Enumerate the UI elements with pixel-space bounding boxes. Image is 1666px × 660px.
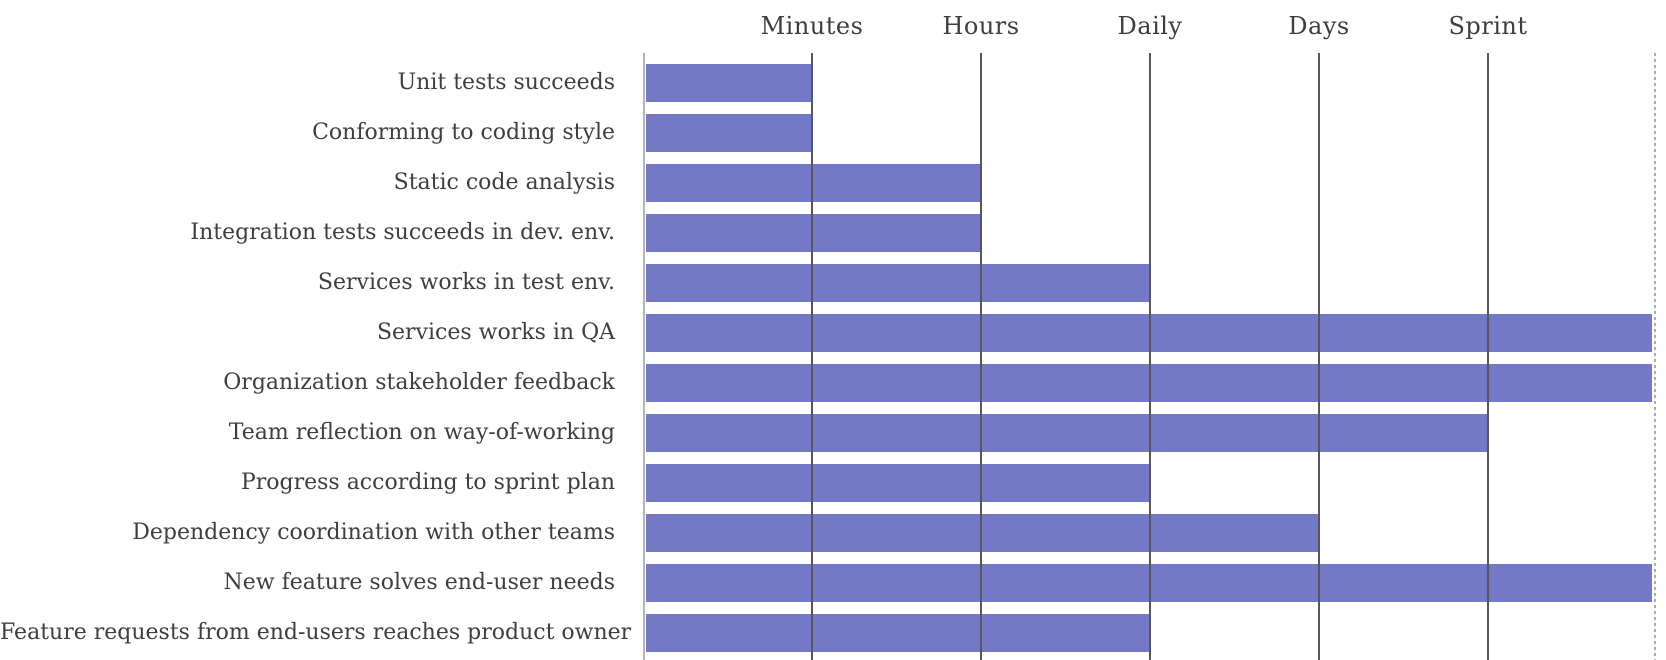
row-label: Progress according to sprint plan — [240, 470, 615, 495]
row-label: Conforming to coding style — [312, 120, 615, 145]
bar — [646, 214, 981, 252]
right-edge-dashed-line — [1654, 53, 1656, 660]
column-header-days: Days — [1288, 12, 1350, 40]
column-header-hours: Hours — [942, 12, 1020, 40]
row-label: Static code analysis — [393, 170, 615, 195]
bar — [646, 614, 1150, 652]
y-axis-line — [643, 53, 645, 660]
gridline-hours — [979, 53, 983, 660]
bar — [646, 114, 812, 152]
row-label: Integration tests succeeds in dev. env. — [190, 220, 615, 245]
row-label: Dependency coordination with other teams — [132, 520, 615, 545]
row-label: Services works in QA — [376, 320, 615, 345]
row-label: Team reflection on way-of-working — [228, 420, 615, 445]
bar — [646, 514, 1319, 552]
bar — [646, 164, 981, 202]
column-header-minutes: Minutes — [760, 12, 864, 40]
gridline-days — [1317, 53, 1321, 660]
gridline-sprint — [1486, 53, 1490, 660]
gridline-daily — [1148, 53, 1152, 660]
row-label: Services works in test env. — [317, 270, 615, 295]
gridline-minutes — [810, 53, 814, 660]
bar — [646, 414, 1488, 452]
bar — [646, 264, 1150, 302]
bar — [646, 64, 812, 102]
row-label: Unit tests succeeds — [397, 70, 615, 95]
row-label: Feature requests from end-users reaches … — [0, 620, 632, 645]
column-header-daily: Daily — [1117, 12, 1183, 40]
row-label: Organization stakeholder feedback — [223, 370, 615, 395]
bar — [646, 464, 1150, 502]
row-label: New feature solves end-user needs — [223, 570, 616, 595]
column-header-sprint: Sprint — [1448, 12, 1528, 40]
